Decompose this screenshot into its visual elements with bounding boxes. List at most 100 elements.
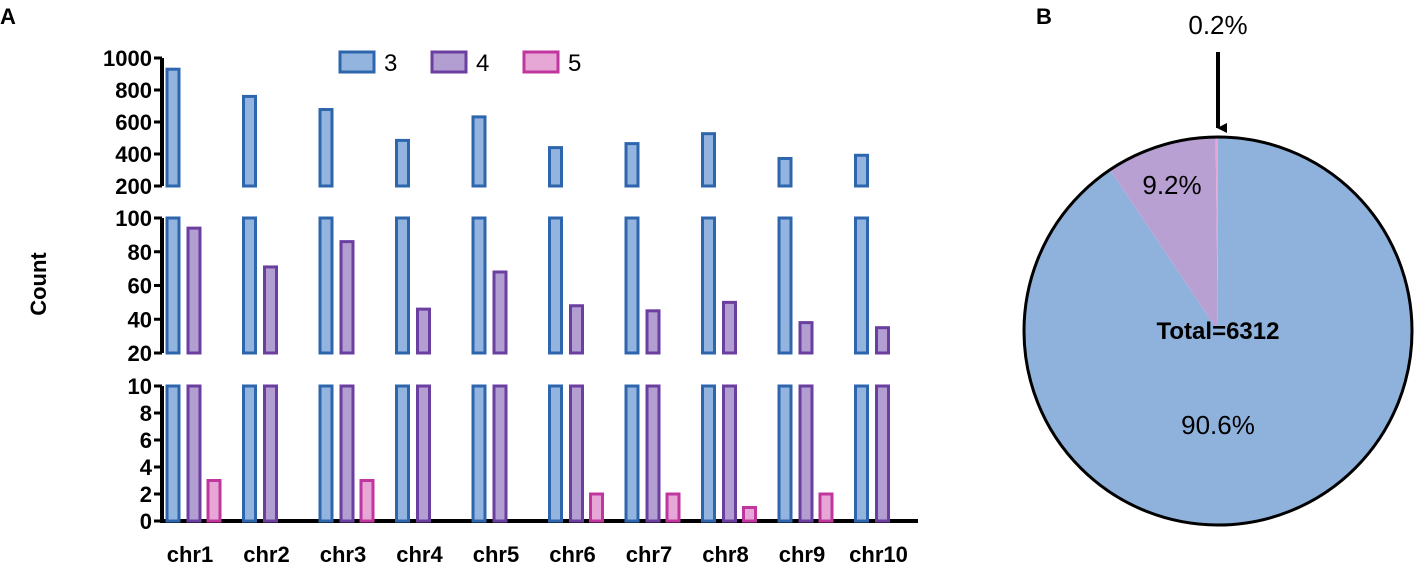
x-tick-label: chr10	[849, 542, 908, 567]
bar-chr6-series-5	[589, 492, 604, 523]
x-tick-label: chr1	[167, 542, 213, 567]
bar-chr1-series-3	[165, 216, 181, 355]
bar-chr10-series-3	[854, 384, 869, 523]
bar-chr4-series-3	[395, 216, 410, 355]
legend-swatch-4	[430, 50, 468, 74]
legend-swatch-5	[522, 50, 560, 74]
y-tick-label: 600	[115, 110, 152, 135]
bar-chr8-series-3	[701, 216, 716, 355]
bar-chr3-series-3	[318, 216, 334, 355]
bar-chr1-series-4	[186, 226, 202, 355]
y-tick-label: 2	[140, 482, 152, 507]
bar-chr4-series-4	[416, 307, 431, 355]
bar-chr7-series-5	[665, 492, 681, 523]
bar-chr9-series-4	[798, 321, 814, 355]
bar-chr5-series-4	[492, 270, 508, 355]
bar-chr6-series-3	[548, 216, 563, 355]
x-tick-label: chr7	[626, 542, 672, 567]
y-tick-label: 20	[128, 341, 152, 366]
pie-slice-4	[1109, 137, 1218, 331]
bar-chr7-series-3	[624, 216, 640, 355]
y-tick-label: 400	[115, 142, 152, 167]
bar-chr6-series-4	[569, 304, 584, 355]
bar-chr9-series-4	[798, 384, 814, 523]
legend-swatch-3	[338, 50, 376, 74]
bar-chr2-series-4	[263, 265, 278, 355]
bar-chr1-series-3	[165, 384, 181, 523]
bars	[165, 67, 890, 523]
pie-label-3: 90.6%	[1181, 410, 1255, 440]
bar-chr3-series-4	[339, 384, 355, 523]
bar-chr6-series-3	[548, 146, 563, 188]
y-tick-label: 80	[128, 240, 152, 265]
x-tick-label: chr4	[396, 542, 443, 567]
y-tick-label: 40	[128, 307, 152, 332]
y-tick-label: 800	[115, 78, 152, 103]
bar-chr7-series-3	[624, 142, 640, 188]
bar-chr2-series-4	[263, 384, 278, 523]
y-tick-label: 10	[128, 374, 152, 399]
bar-chr10-series-4	[875, 384, 890, 523]
y-tick-label: 0	[140, 509, 152, 534]
y-tick-label: 100	[115, 206, 152, 231]
pie-total-label: Total=6312	[1157, 318, 1280, 345]
bar-chr6-series-3	[548, 384, 563, 523]
x-tick-label: chr6	[549, 542, 595, 567]
bar-chr9-series-3	[777, 384, 793, 523]
y-tick-label: 200	[115, 174, 152, 199]
y-tick-label: 4	[140, 455, 153, 480]
legend-label: 4	[476, 50, 489, 77]
bar-chr3-series-4	[339, 240, 355, 355]
pie-slice-3	[1024, 137, 1413, 525]
bar-chr5-series-3	[471, 216, 487, 355]
legend-label: 3	[384, 50, 397, 77]
bar-chr4-series-3	[395, 384, 410, 523]
bar-chr6-series-4	[569, 384, 584, 523]
x-tick-labels: chr1 chr2 chr3 chr4 chr5 chr6 chr7 chr8 chr9 chr1…	[167, 542, 908, 567]
panel-a-label: A	[0, 4, 16, 29]
bar-chr8-series-3	[701, 384, 716, 523]
bar-chr1-series-5	[206, 479, 222, 523]
bar-chr10-series-4	[875, 326, 890, 355]
bar-chr3-series-5	[359, 479, 375, 523]
bar-chr7-series-4	[645, 384, 661, 523]
bar-chr3-series-3	[318, 108, 334, 188]
bar-chr5-series-3	[471, 384, 487, 523]
pie-slice-5	[1215, 137, 1218, 331]
bar-chr2-series-3	[242, 216, 257, 355]
bar-chr7-series-3	[624, 384, 640, 523]
y-tick-label: 1000	[103, 46, 152, 71]
bar-chr8-series-3	[701, 132, 716, 188]
pie-label-4: 9.2%	[1142, 170, 1201, 200]
bar-chr4-series-3	[395, 138, 410, 188]
legend-label: 5	[568, 50, 581, 77]
pie-slices	[1022, 135, 1414, 527]
y-tick-label: 8	[140, 401, 152, 426]
bar-chr9-series-3	[777, 216, 793, 355]
x-tick-label: chr3	[320, 542, 366, 567]
bar-chr5-series-3	[471, 115, 487, 188]
y-tick-label: 6	[140, 428, 152, 453]
bar-chr9-series-5	[818, 492, 834, 523]
pie-chart: 90.6% 9.2% 0.2% Total=6312	[1022, 10, 1414, 527]
bar-chr4-series-4	[416, 384, 431, 523]
bar-chr8-series-5	[742, 506, 757, 523]
bar-chr8-series-4	[722, 300, 737, 355]
x-tick-label: chr5	[473, 542, 519, 567]
x-tick-label: chr2	[243, 542, 289, 567]
bar-chr10-series-3	[854, 216, 869, 355]
bar-chr5-series-4	[492, 384, 508, 523]
y-axis-label: Count	[26, 252, 51, 316]
pie-outline	[1022, 135, 1414, 527]
pie-label-5: 0.2%	[1188, 10, 1247, 40]
bar-chr8-series-4	[722, 384, 737, 523]
bar-chr7-series-4	[645, 309, 661, 355]
panel-b-label: B	[1036, 4, 1052, 29]
legend: 3 4 5	[338, 50, 581, 77]
bar-chr2-series-3	[242, 384, 257, 523]
bar-chr2-series-3	[242, 94, 257, 188]
y-tick-label: 60	[128, 274, 152, 299]
x-tick-label: chr9	[779, 542, 825, 567]
pie-labels: 90.6% 9.2% 0.2% Total=6312	[1142, 10, 1279, 440]
